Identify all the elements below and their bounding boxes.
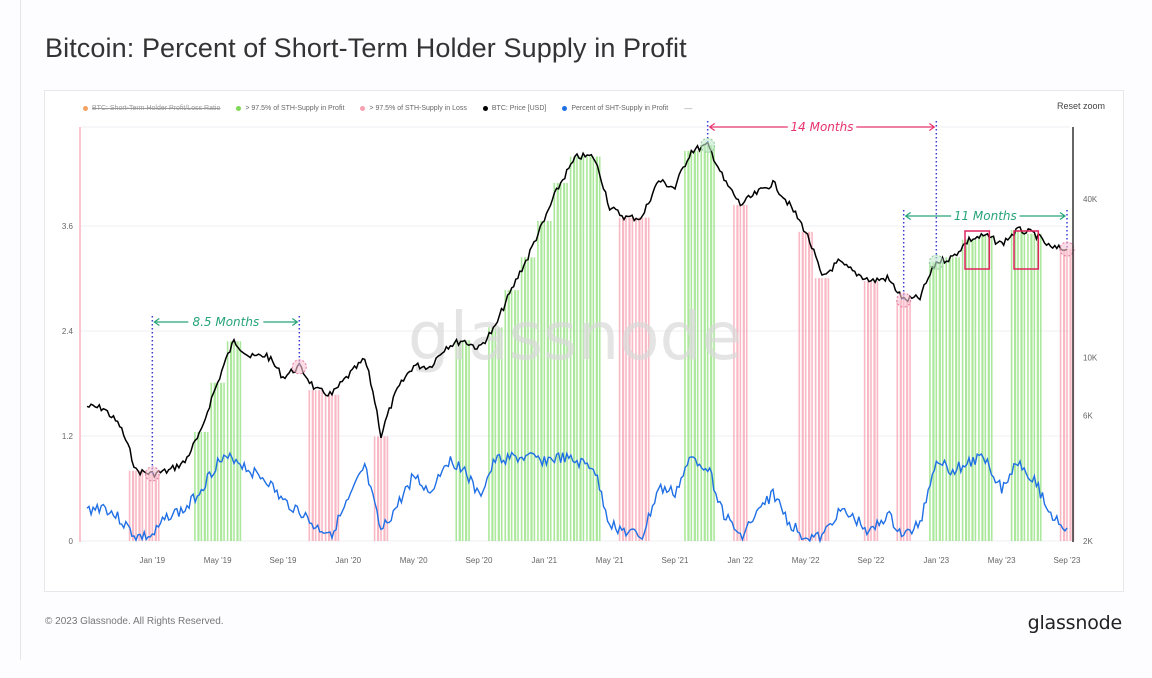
svg-text:May '22: May '22 bbox=[792, 556, 820, 565]
svg-text:8.5 Months: 8.5 Months bbox=[192, 315, 259, 329]
y-axis-right: 2K 6K 10K 40K bbox=[1083, 195, 1098, 546]
grid-lines bbox=[81, 126, 1070, 542]
svg-text:6K: 6K bbox=[1083, 412, 1093, 421]
legend-item-btc-price[interactable]: BTC: Price [USD] bbox=[482, 104, 547, 112]
svg-text:May '20: May '20 bbox=[400, 556, 428, 565]
svg-text:Sep '22: Sep '22 bbox=[858, 556, 885, 565]
svg-text:11 Months: 11 Months bbox=[954, 209, 1017, 223]
legend-label: Percent of SHT-Supply in Profit bbox=[571, 104, 669, 112]
legend-label: > 97.5% of STH-Supply in Profit bbox=[245, 104, 345, 112]
svg-text:0: 0 bbox=[69, 537, 74, 546]
sth-profit-line bbox=[86, 451, 1068, 544]
page-left-rule bbox=[20, 0, 21, 660]
svg-text:Jan '19: Jan '19 bbox=[140, 556, 166, 565]
y-axis-left: 0 1.2 2.4 3.6 bbox=[62, 222, 74, 546]
annotations: 8.5 Months 14 Months 11 Months bbox=[144, 120, 1075, 482]
legend-item-sth-pl-ratio[interactable]: BTC: Short-Term Holder Profit/Loss Ratio bbox=[83, 105, 220, 112]
legend-dot-icon bbox=[360, 105, 366, 111]
highlight-bands bbox=[128, 145, 1075, 542]
legend-dot-icon bbox=[83, 105, 88, 111]
legend-label: > 97.5% of STH-Supply in Loss bbox=[369, 104, 467, 112]
svg-text:Sep '21: Sep '21 bbox=[662, 556, 689, 565]
reset-zoom-button[interactable]: Reset zoom bbox=[1052, 99, 1109, 113]
legend-label: BTC: Short-Term Holder Profit/Loss Ratio bbox=[92, 104, 221, 112]
legend-dot-icon bbox=[562, 105, 568, 111]
footer-logo: glassnode bbox=[1027, 612, 1123, 634]
svg-text:May '23: May '23 bbox=[988, 556, 1016, 565]
svg-text:2K: 2K bbox=[1083, 537, 1093, 546]
legend-dot-icon bbox=[236, 105, 242, 111]
svg-text:Jan '20: Jan '20 bbox=[336, 556, 362, 565]
svg-text:10K: 10K bbox=[1083, 353, 1098, 362]
svg-text:May '19: May '19 bbox=[204, 556, 232, 565]
legend-item-profit-band[interactable]: > 97.5% of STH-Supply in Profit bbox=[236, 105, 344, 112]
svg-text:Jan '22: Jan '22 bbox=[728, 556, 754, 565]
watermark: glassnode bbox=[408, 298, 742, 375]
svg-text:Jan '23: Jan '23 bbox=[924, 556, 950, 565]
footer-copyright: © 2023 Glassnode. All Rights Reserved. bbox=[45, 616, 224, 627]
svg-text:14 Months: 14 Months bbox=[791, 120, 854, 134]
legend-label: BTC: Price [USD] bbox=[491, 104, 547, 112]
svg-text:Sep '23: Sep '23 bbox=[1054, 556, 1081, 565]
chart-panel: BTC: Short-Term Holder Profit/Loss Ratio… bbox=[44, 90, 1124, 592]
chart-svg[interactable]: glassnode 8.5 Months 14 Months 11 Months 0… bbox=[45, 91, 1123, 591]
legend-dot-icon bbox=[482, 105, 488, 111]
svg-text:May '21: May '21 bbox=[596, 556, 624, 565]
svg-text:Jan '21: Jan '21 bbox=[532, 556, 558, 565]
legend-item-sth-profit[interactable]: Percent of SHT-Supply in Profit bbox=[562, 105, 668, 112]
page-title: Bitcoin: Percent of Short-Term Holder Su… bbox=[45, 33, 687, 63]
chart-legend: BTC: Short-Term Holder Profit/Loss Ratio… bbox=[83, 101, 692, 115]
svg-text:40K: 40K bbox=[1083, 195, 1098, 204]
svg-text:1.2: 1.2 bbox=[62, 432, 74, 441]
x-axis: Jan '19 May '19 Sep '19 Jan '20 May '20 Sep '… bbox=[140, 556, 1081, 565]
svg-text:Sep '20: Sep '20 bbox=[466, 556, 493, 565]
svg-text:3.6: 3.6 bbox=[62, 222, 74, 231]
svg-text:2.4: 2.4 bbox=[62, 327, 74, 336]
svg-text:Sep '19: Sep '19 bbox=[270, 556, 297, 565]
legend-item-loss-band[interactable]: > 97.5% of STH-Supply in Loss bbox=[360, 104, 467, 112]
legend-more-icon[interactable]: — bbox=[684, 103, 693, 113]
